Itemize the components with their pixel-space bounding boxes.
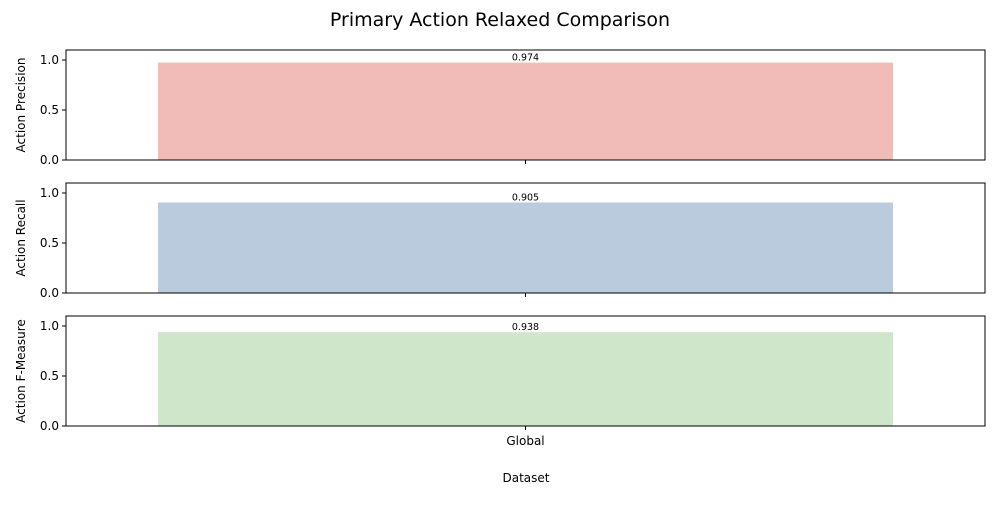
y-tick-label-panel-1: 0.0 [40, 153, 59, 167]
y-tick-label-panel-3: 1.0 [40, 319, 59, 333]
data-label-panel-1: 0.974 [512, 53, 539, 64]
panel-1: 0.974 0.0 0.5 1.0 Action Precision [14, 49, 986, 167]
panel-2: 0.905 0.0 0.5 1.0 Action Recall [14, 182, 986, 300]
x-axis-label: Dataset [503, 471, 550, 485]
y-tick-label-panel-3: 0.5 [40, 369, 59, 383]
bar-global-panel-1 [158, 62, 893, 160]
bar-global-panel-2 [158, 202, 893, 293]
y-tick-label-panel-3: 0.0 [40, 419, 59, 433]
data-label-panel-3: 0.938 [512, 322, 539, 333]
bar-global-panel-3 [158, 332, 893, 426]
y-axis-label-panel-3: Action F-Measure [14, 319, 28, 423]
y-tick-label-panel-1: 1.0 [40, 53, 59, 67]
y-tick-label-panel-2: 0.0 [40, 286, 59, 300]
panel-3: 0.938 0.0 0.5 1.0 Action F-Measure Global [14, 315, 986, 448]
y-tick-label-panel-2: 1.0 [40, 186, 59, 200]
x-tick-label-global: Global [506, 434, 544, 448]
y-tick-label-panel-2: 0.5 [40, 236, 59, 250]
data-label-panel-2: 0.905 [512, 193, 539, 204]
y-axis-label-panel-1: Action Precision [14, 58, 28, 153]
y-tick-label-panel-1: 0.5 [40, 103, 59, 117]
y-axis-label-panel-2: Action Recall [14, 199, 28, 276]
chart-title: Primary Action Relaxed Comparison [330, 9, 670, 31]
